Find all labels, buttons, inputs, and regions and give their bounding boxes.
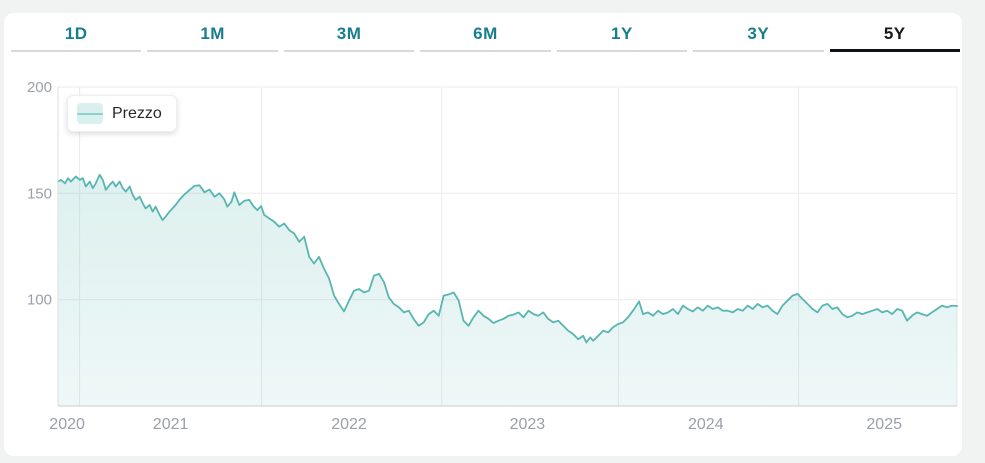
y-axis-label: 100 [27, 292, 52, 309]
period-tabs: 1D 1M 3M 6M 1Y 3Y 5Y [11, 13, 960, 54]
tab-6m[interactable]: 6M [420, 13, 551, 52]
x-axis-label: 2021 [153, 416, 189, 433]
x-axis-label: 2020 [49, 416, 85, 433]
tab-5y[interactable]: 5Y [829, 13, 960, 52]
tab-1d[interactable]: 1D [11, 13, 142, 52]
tab-3m[interactable]: 3M [283, 13, 415, 52]
price-area [58, 174, 957, 406]
x-axis-label: 2023 [510, 416, 546, 433]
y-axis-label: 150 [27, 185, 52, 202]
tab-1y[interactable]: 1Y [556, 13, 688, 52]
x-axis-label: 2024 [688, 416, 724, 433]
x-axis-label: 2022 [331, 416, 367, 433]
legend-swatch-icon [77, 103, 103, 124]
x-axis-label: 2025 [866, 416, 902, 433]
price-line [57, 173, 958, 344]
legend[interactable]: Prezzo [67, 95, 177, 132]
y-axis-label: 200 [27, 79, 52, 96]
legend-label: Prezzo [112, 104, 162, 122]
legend-swatch-line-icon [77, 112, 103, 115]
tab-1m[interactable]: 1M [147, 13, 278, 52]
tab-3y[interactable]: 3Y [693, 13, 824, 52]
